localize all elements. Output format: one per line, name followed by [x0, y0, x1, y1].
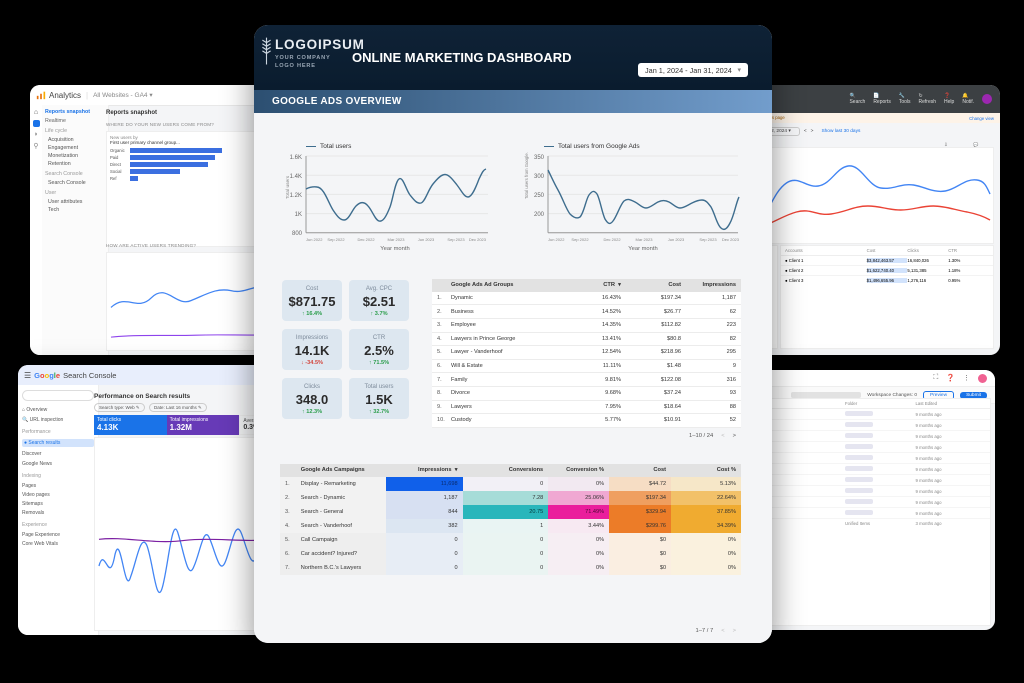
- svg-text:1K: 1K: [295, 212, 302, 218]
- svg-text:1.2K: 1.2K: [290, 193, 302, 199]
- svg-text:250: 250: [534, 193, 545, 199]
- svg-text:Sep 2023: Sep 2023: [699, 237, 717, 242]
- svg-text:800: 800: [292, 231, 303, 237]
- svg-text:Jun 2023: Jun 2023: [418, 237, 435, 242]
- svg-text:Jun 2022: Jun 2022: [306, 237, 323, 242]
- svg-text:350: 350: [534, 155, 545, 161]
- svg-text:Sep 2022: Sep 2022: [571, 237, 589, 242]
- svg-text:300: 300: [534, 174, 545, 180]
- svg-text:Dec 2022: Dec 2022: [357, 237, 375, 242]
- svg-text:Jun 2022: Jun 2022: [548, 237, 565, 242]
- svg-text:1.6K: 1.6K: [290, 155, 302, 161]
- svg-text:Sep 2022: Sep 2022: [327, 237, 345, 242]
- svg-text:Year month: Year month: [380, 246, 409, 252]
- svg-text:Year month: Year month: [628, 246, 657, 252]
- svg-text:Total users: Total users: [285, 175, 291, 199]
- svg-text:200: 200: [534, 212, 545, 218]
- svg-text:Dec 2023: Dec 2023: [469, 237, 487, 242]
- svg-text:Sep 2023: Sep 2023: [447, 237, 465, 242]
- svg-text:Total users from Google Ads: Total users from Google Ads: [524, 152, 529, 199]
- svg-text:1.4K: 1.4K: [290, 174, 302, 180]
- svg-text:Dec 2022: Dec 2022: [603, 237, 621, 242]
- svg-text:Mar 2023: Mar 2023: [636, 237, 654, 242]
- svg-text:Jun 2023: Jun 2023: [668, 237, 685, 242]
- svg-text:Dec 2023: Dec 2023: [722, 237, 740, 242]
- svg-text:Mar 2023: Mar 2023: [388, 237, 406, 242]
